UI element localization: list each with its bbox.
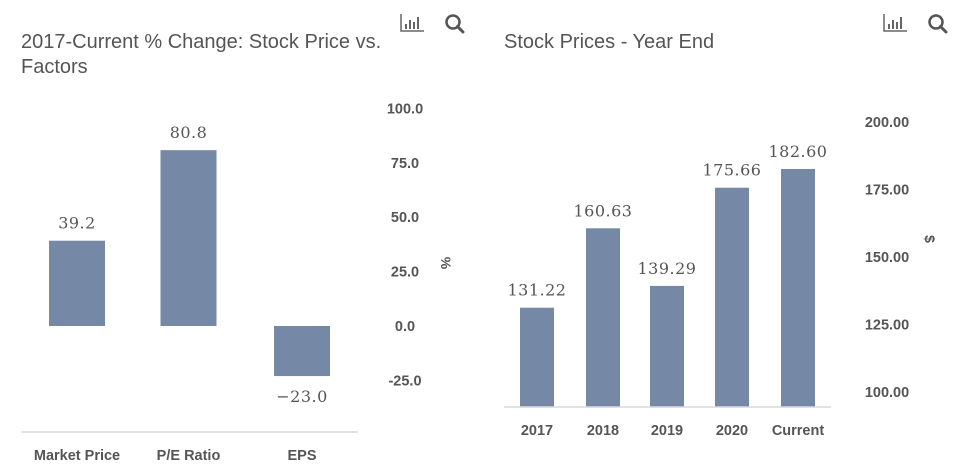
search-icon[interactable] bbox=[928, 14, 948, 34]
search-icon[interactable] bbox=[445, 14, 465, 34]
data-label: 39.2 bbox=[58, 214, 96, 233]
x-tick-label: 2018 bbox=[587, 423, 619, 439]
y-tick-label: 200.00 bbox=[865, 115, 909, 131]
bar-p-e-ratio[interactable] bbox=[160, 150, 217, 326]
y-tick-label: 0.0 bbox=[395, 319, 415, 335]
bar-current[interactable] bbox=[781, 168, 815, 408]
bar-chart-icon[interactable] bbox=[400, 14, 424, 32]
x-tick-label: 2017 bbox=[521, 423, 553, 439]
y-axis-label: $ bbox=[922, 235, 938, 243]
x-tick-label: 2020 bbox=[716, 423, 748, 439]
y-tick-label: 150.00 bbox=[865, 250, 909, 266]
chart-stock-prices: Stock Prices - Year End 131.22 160.63 139.… bbox=[504, 14, 948, 439]
data-label: 182.60 bbox=[769, 142, 828, 161]
bar-chart-icon[interactable] bbox=[883, 14, 907, 32]
chart-title-line2: Factors bbox=[21, 56, 88, 78]
bar-2019[interactable] bbox=[650, 285, 684, 408]
data-label: 80.8 bbox=[170, 123, 208, 142]
y-tick-label: 175.00 bbox=[865, 183, 909, 199]
bar-eps[interactable] bbox=[274, 326, 330, 377]
bar-2017[interactable] bbox=[520, 307, 554, 408]
y-tick-label: 125.00 bbox=[865, 318, 909, 334]
y-tick-label: 100.00 bbox=[865, 385, 909, 401]
x-tick-label: Current bbox=[772, 423, 825, 439]
data-label: 160.63 bbox=[574, 201, 633, 220]
x-tick-label: Market Price bbox=[34, 448, 120, 464]
data-label: 175.66 bbox=[703, 161, 762, 180]
chart-title-line1: 2017-Current % Change: Stock Price vs. bbox=[21, 31, 381, 53]
bar-2020[interactable] bbox=[715, 187, 749, 408]
y-axis-label: % bbox=[438, 257, 454, 270]
y-tick-label: -25.0 bbox=[388, 373, 421, 389]
bar-market-price[interactable] bbox=[49, 240, 105, 326]
y-tick-label: 100.0 bbox=[387, 101, 423, 117]
chart-title: Stock Prices - Year End bbox=[504, 31, 714, 53]
data-label: 139.29 bbox=[638, 259, 697, 278]
bar-2018[interactable] bbox=[586, 228, 620, 408]
chart-percent-change: 2017-Current % Change: Stock Price vs. F… bbox=[21, 14, 465, 464]
y-tick-label: 75.0 bbox=[391, 156, 419, 172]
x-tick-label: P/E Ratio bbox=[157, 448, 221, 464]
y-tick-label: 25.0 bbox=[391, 265, 419, 281]
x-tick-label: EPS bbox=[287, 448, 316, 464]
data-label: −23.0 bbox=[276, 387, 328, 406]
x-tick-label: 2019 bbox=[651, 423, 683, 439]
data-label: 131.22 bbox=[508, 281, 567, 300]
y-tick-label: 50.0 bbox=[391, 210, 419, 226]
